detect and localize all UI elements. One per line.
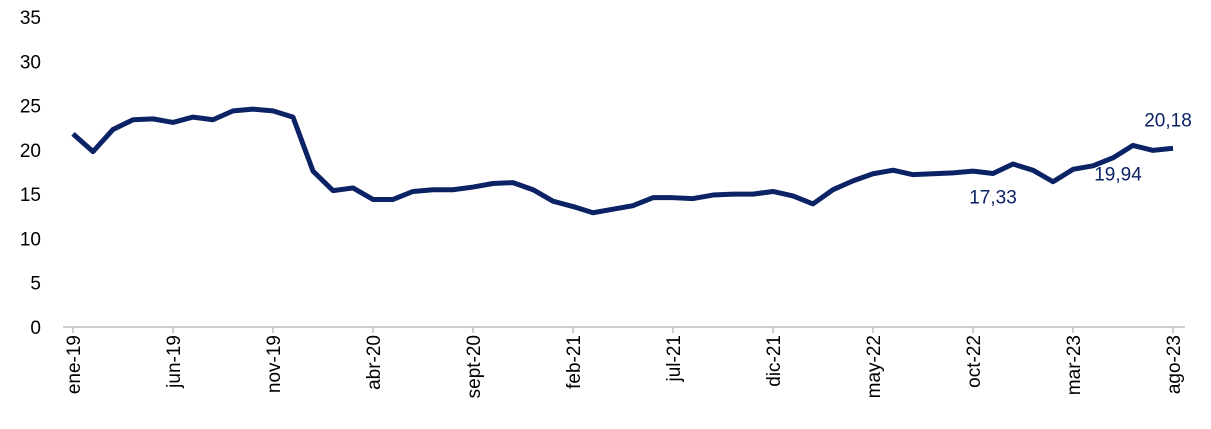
y-tick-label: 20 (20, 141, 41, 162)
data-label: 19,94 (1094, 164, 1142, 185)
x-tick-label: nov-19 (264, 335, 285, 393)
x-tick-label: may-22 (864, 335, 885, 398)
y-tick-label: 35 (20, 8, 41, 29)
x-tick-label: feb-21 (564, 335, 585, 389)
x-tick-label: oct-22 (964, 335, 985, 388)
x-tick-label: ago-23 (1164, 335, 1185, 394)
y-tick-label: 25 (20, 97, 41, 118)
data-label: 20,18 (1144, 110, 1192, 131)
x-tick-label: abr-20 (364, 335, 385, 390)
x-tick-label: ene-19 (64, 335, 85, 394)
x-tick-label: sept-20 (464, 335, 485, 398)
y-tick-label: 15 (20, 185, 41, 206)
x-tick-label: jun-19 (164, 335, 185, 389)
line (71, 106, 1174, 216)
y-tick-label: 10 (20, 229, 41, 250)
data-label: 17,33 (969, 188, 1017, 209)
x-tick-label: dic-21 (764, 335, 785, 387)
y-tick-label: 30 (20, 52, 41, 73)
x-tick-label: mar-23 (1064, 335, 1085, 395)
x-tick-label: jul-21 (664, 335, 685, 382)
y-tick-label: 5 (30, 274, 41, 295)
y-tick-label: 0 (30, 318, 41, 339)
